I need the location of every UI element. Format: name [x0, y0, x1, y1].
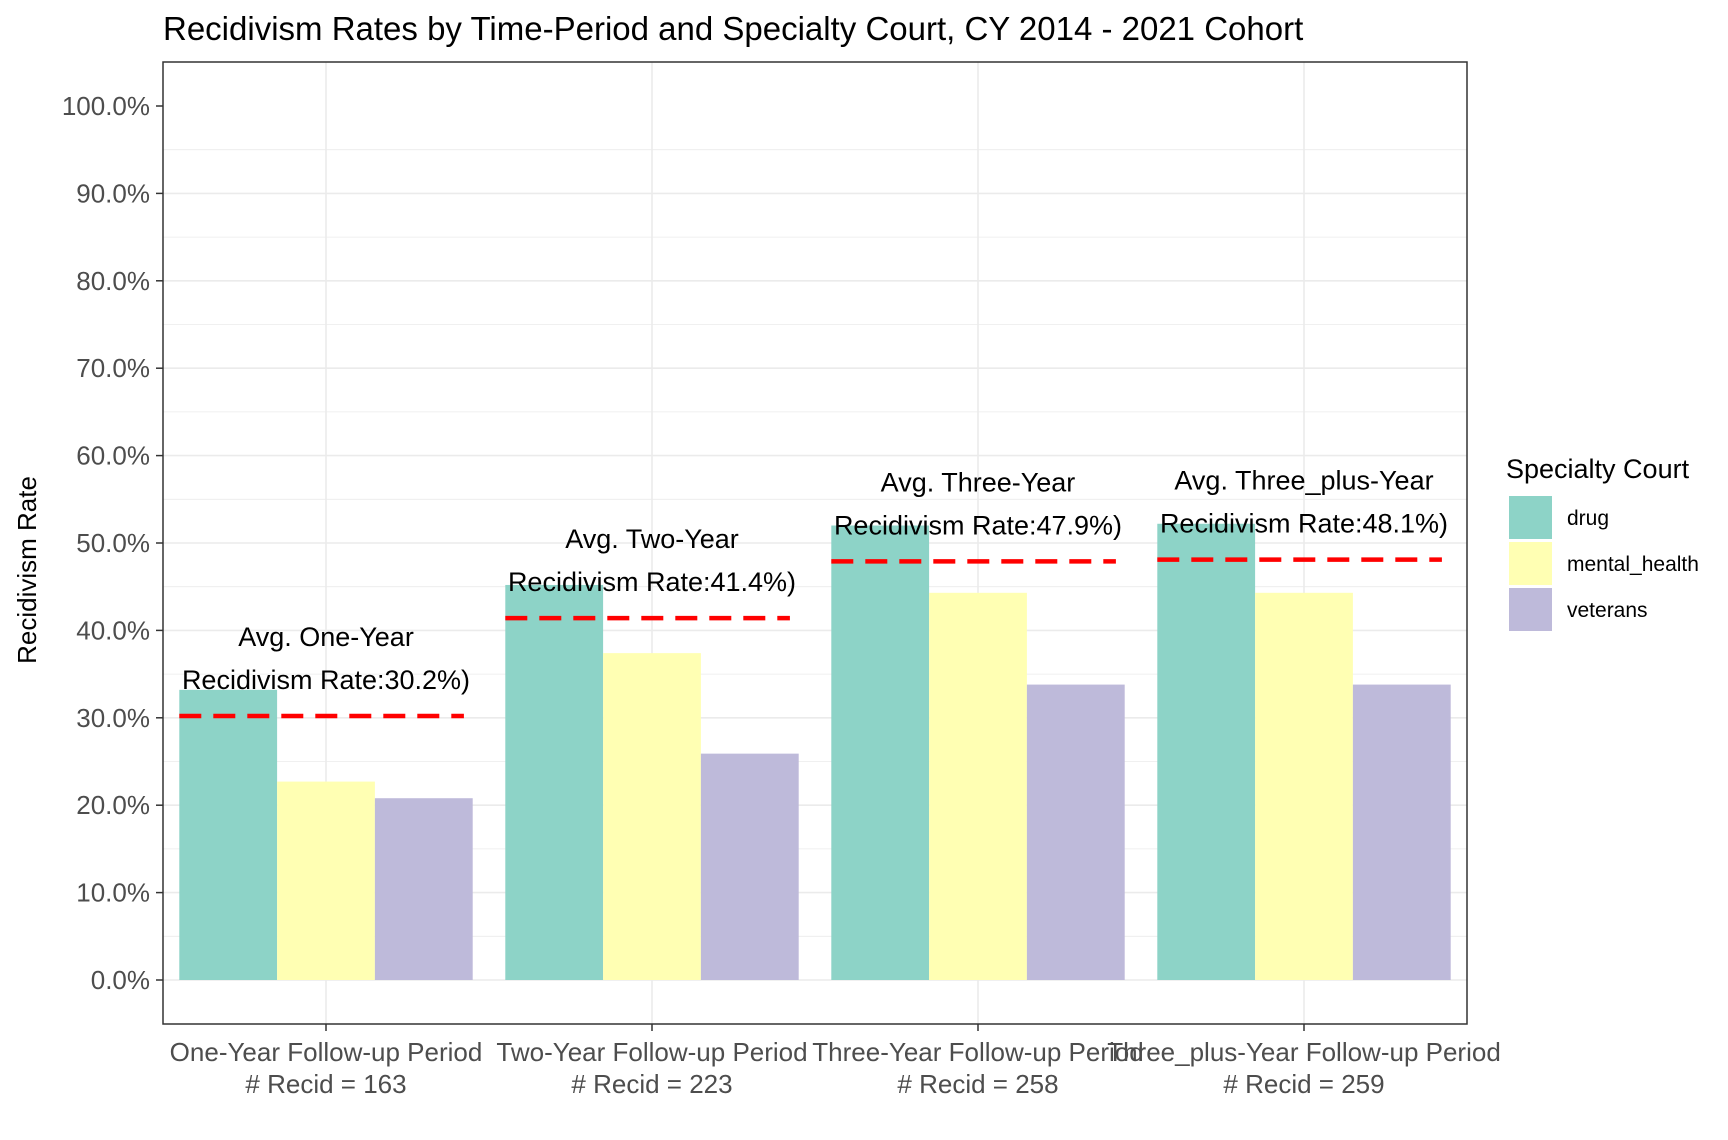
y-tick-label: 0.0% [91, 965, 150, 995]
y-tick-label: 60.0% [76, 441, 150, 471]
bar-veterans [700, 753, 799, 980]
x-tick-label: Three_plus-Year Follow-up Period [1107, 1037, 1501, 1067]
bar-drug [179, 689, 278, 980]
x-tick-label: # Recid = 223 [571, 1069, 732, 1099]
y-tick-label: 40.0% [76, 615, 150, 645]
average-lines [179, 557, 1442, 719]
average-annotation: Recidivism Rate:48.1%) [1160, 509, 1448, 539]
x-tick-label: # Recid = 258 [897, 1069, 1058, 1099]
average-annotation: Recidivism Rate:41.4%) [508, 567, 796, 597]
bar-veterans [374, 798, 473, 980]
legend-key-mental_health [1509, 542, 1552, 585]
bar-mental_health [1255, 592, 1353, 980]
bars [179, 523, 1451, 980]
average-annotation: Avg. Three_plus-Year [1174, 466, 1433, 496]
legend-key-drug [1509, 496, 1552, 539]
x-axis: One-Year Follow-up Period# Recid = 163 Tw… [170, 1024, 1501, 1099]
legend-key-veterans [1509, 588, 1552, 631]
bar-drug [831, 525, 930, 980]
x-tick-label: Three-Year Follow-up Period [812, 1037, 1143, 1067]
y-axis-label: Recidivism Rate [12, 476, 42, 664]
x-tick-label: One-Year Follow-up Period [170, 1037, 483, 1067]
y-tick-label: 70.0% [76, 353, 150, 383]
average-annotation: Avg. Two-Year [565, 524, 739, 554]
y-tick-label: 80.0% [76, 266, 150, 296]
y-tick-label: 50.0% [76, 528, 150, 558]
x-tick-label: # Recid = 259 [1223, 1069, 1384, 1099]
bar-veterans [1352, 684, 1451, 980]
average-annotation: Avg. One-Year [238, 622, 414, 652]
bar-veterans [1026, 684, 1125, 980]
bar-mental_health [603, 653, 701, 980]
y-tick-label: 100.0% [62, 91, 150, 121]
legend-label: mental_health [1567, 553, 1699, 576]
y-axis: 0.0% 10.0% 20.0% 30.0% 40.0% 50.0% 60.0% 70.0% 8… [62, 91, 163, 995]
bar-mental_health [929, 592, 1027, 980]
bar-drug [1157, 523, 1256, 980]
average-annotation: Recidivism Rate:47.9%) [834, 510, 1122, 540]
y-tick-label: 90.0% [76, 178, 150, 208]
x-tick-label: # Recid = 163 [245, 1069, 406, 1099]
y-tick-label: 10.0% [76, 878, 150, 908]
y-tick-label: 30.0% [76, 703, 150, 733]
annotations: Avg. One-Year Recidivism Rate:30.2%) Avg. … [182, 466, 1448, 695]
bar-drug [505, 584, 604, 980]
average-annotation: Avg. Three-Year [881, 467, 1076, 497]
bar-mental_health [277, 781, 375, 980]
legend-title: Specialty Court [1506, 454, 1690, 484]
legend-label: veterans [1567, 599, 1648, 622]
chart-title: Recidivism Rates by Time-Period and Spec… [163, 10, 1303, 47]
average-annotation: Recidivism Rate:30.2%) [182, 665, 470, 695]
legend-label: drug [1567, 507, 1609, 530]
x-tick-label: Two-Year Follow-up Period [496, 1037, 807, 1067]
legend: Specialty Court drug mental_health veterans [1506, 454, 1699, 631]
y-tick-label: 20.0% [76, 790, 150, 820]
